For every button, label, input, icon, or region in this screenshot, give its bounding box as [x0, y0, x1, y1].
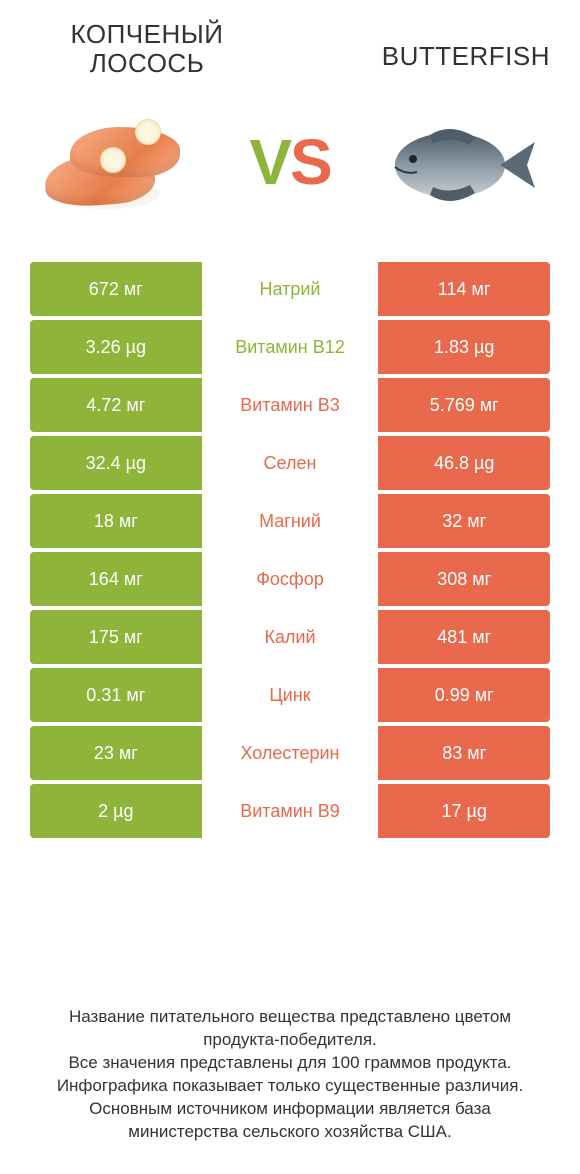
nutrient-label: Селен — [202, 436, 379, 490]
value-left: 672 мг — [30, 262, 202, 316]
value-left: 18 мг — [30, 494, 202, 548]
header: КОПЧЕНЫЙ ЛОСОСЬ BUTTERFISH — [30, 20, 550, 77]
footer-line: Название питательного вещества представл… — [40, 1006, 540, 1052]
vs-label: VS — [249, 125, 330, 199]
value-left: 175 мг — [30, 610, 202, 664]
product-title-right: BUTTERFISH — [316, 20, 550, 71]
table-row: 18 мгМагний32 мг — [30, 494, 550, 548]
value-right: 114 мг — [378, 262, 550, 316]
value-right: 308 мг — [378, 552, 550, 606]
nutrient-label: Фосфор — [202, 552, 379, 606]
footer-line: Инфографика показывает только существенн… — [40, 1075, 540, 1098]
value-right: 32 мг — [378, 494, 550, 548]
value-left: 23 мг — [30, 726, 202, 780]
nutrient-label: Витамин B3 — [202, 378, 379, 432]
table-row: 672 мгНатрий114 мг — [30, 262, 550, 316]
butterfish-icon — [375, 117, 545, 207]
value-left: 2 µg — [30, 784, 202, 838]
value-left: 32.4 µg — [30, 436, 202, 490]
value-left: 164 мг — [30, 552, 202, 606]
nutrient-label: Витамин B9 — [202, 784, 379, 838]
vs-letter-v: V — [249, 126, 290, 198]
value-left: 3.26 µg — [30, 320, 202, 374]
salmon-icon — [45, 117, 195, 207]
footer-notes: Название питательного вещества представл… — [30, 1006, 550, 1144]
table-row: 32.4 µgСелен46.8 µg — [30, 436, 550, 490]
value-right: 46.8 µg — [378, 436, 550, 490]
vs-letter-s: S — [290, 126, 331, 198]
product-image-left — [30, 102, 210, 222]
comparison-table: 672 мгНатрий114 мг3.26 µgВитамин B121.83… — [30, 262, 550, 842]
value-left: 4.72 мг — [30, 378, 202, 432]
nutrient-label: Витамин B12 — [202, 320, 379, 374]
value-right: 0.99 мг — [378, 668, 550, 722]
table-row: 3.26 µgВитамин B121.83 µg — [30, 320, 550, 374]
product-image-right — [370, 102, 550, 222]
value-right: 5.769 мг — [378, 378, 550, 432]
value-right: 17 µg — [378, 784, 550, 838]
footer-line: Основным источником информации является … — [40, 1098, 540, 1144]
footer-line: Все значения представлены для 100 граммо… — [40, 1052, 540, 1075]
table-row: 0.31 мгЦинк0.99 мг — [30, 668, 550, 722]
nutrient-label: Натрий — [202, 262, 379, 316]
value-right: 1.83 µg — [378, 320, 550, 374]
nutrient-label: Магний — [202, 494, 379, 548]
value-right: 481 мг — [378, 610, 550, 664]
infographic-container: КОПЧЕНЫЙ ЛОСОСЬ BUTTERFISH VS — [0, 0, 580, 1174]
table-row: 175 мгКалий481 мг — [30, 610, 550, 664]
product-title-left: КОПЧЕНЫЙ ЛОСОСЬ — [30, 20, 264, 77]
images-row: VS — [30, 92, 550, 232]
table-row: 2 µgВитамин B917 µg — [30, 784, 550, 838]
nutrient-label: Холестерин — [202, 726, 379, 780]
nutrient-label: Цинк — [202, 668, 379, 722]
table-row: 4.72 мгВитамин B35.769 мг — [30, 378, 550, 432]
value-right: 83 мг — [378, 726, 550, 780]
value-left: 0.31 мг — [30, 668, 202, 722]
nutrient-label: Калий — [202, 610, 379, 664]
table-row: 164 мгФосфор308 мг — [30, 552, 550, 606]
table-row: 23 мгХолестерин83 мг — [30, 726, 550, 780]
